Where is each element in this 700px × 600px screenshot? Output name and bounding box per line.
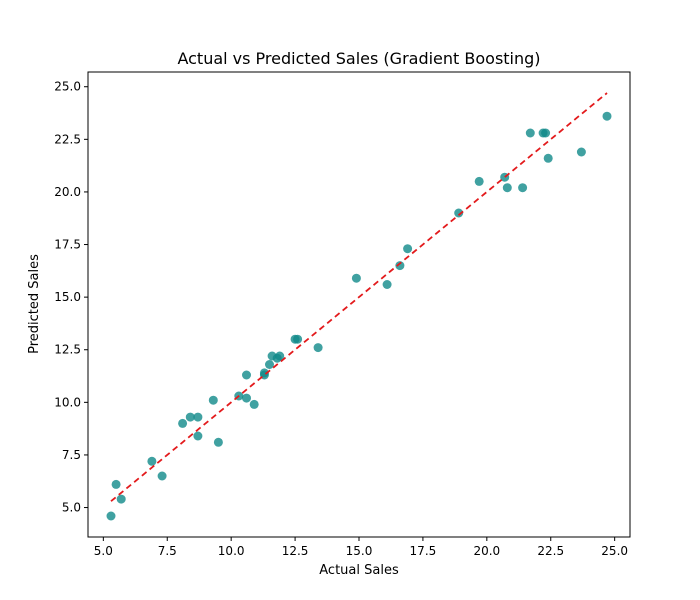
x-tick-label: 20.0 [473, 544, 500, 558]
x-tick-label: 22.5 [537, 544, 564, 558]
data-point [242, 370, 251, 380]
y-tick-label: 15.0 [54, 290, 81, 304]
data-point [602, 111, 612, 121]
y-axis-label: Predicted Sales [27, 254, 42, 354]
data-point [185, 412, 195, 422]
x-tick-label: 17.5 [410, 544, 437, 558]
x-axis-label: Actual Sales [319, 563, 399, 578]
data-point [474, 176, 484, 186]
y-tick-label: 5.0 [62, 501, 81, 515]
data-point [518, 183, 528, 193]
x-tick-label: 5.0 [94, 544, 113, 558]
data-point [454, 208, 464, 218]
x-tick-label: 25.0 [601, 544, 628, 558]
data-point [576, 147, 586, 157]
data-point [403, 244, 413, 254]
data-point [395, 261, 405, 271]
data-point [157, 471, 167, 481]
data-point [178, 418, 188, 428]
data-point [249, 399, 259, 409]
x-tick-label: 15.0 [346, 544, 373, 558]
data-point [193, 431, 203, 441]
data-point [502, 183, 512, 193]
data-point [259, 368, 269, 378]
data-point [116, 494, 126, 504]
data-point [293, 334, 303, 344]
y-tick-label: 12.5 [54, 343, 81, 357]
data-point [147, 456, 157, 466]
data-point [111, 479, 121, 489]
x-axis: 5.0 7.5 10.0 12.5 15.0 17.5 20.0 22.5 25.0 [94, 537, 628, 558]
y-tick-label: 22.5 [54, 132, 81, 146]
data-point [541, 128, 551, 138]
y-tick-label: 25.0 [54, 80, 81, 94]
data-point [106, 511, 116, 521]
x-tick-label: 7.5 [158, 544, 177, 558]
data-point [525, 128, 535, 138]
data-point [313, 343, 323, 353]
data-point [275, 351, 285, 361]
chart-title: Actual vs Predicted Sales (Gradient Boos… [177, 49, 540, 68]
data-point [193, 412, 203, 422]
plot-area [106, 92, 612, 521]
y-tick-label: 10.0 [54, 395, 81, 409]
reference-line [110, 92, 608, 502]
data-point [382, 280, 392, 289]
data-point [351, 273, 361, 283]
data-point [208, 395, 218, 405]
y-tick-label: 20.0 [54, 185, 81, 199]
data-point [213, 437, 223, 447]
data-point [543, 153, 553, 163]
data-point [242, 393, 251, 403]
y-axis: 5.0 7.5 10.0 12.5 15.0 17.5 20.0 22.5 25.0 [54, 80, 88, 515]
y-tick-label: 7.5 [62, 448, 81, 462]
y-tick-label: 17.5 [54, 238, 81, 252]
data-point [265, 360, 274, 369]
x-tick-label: 12.5 [282, 544, 309, 558]
x-tick-label: 10.0 [218, 544, 245, 558]
